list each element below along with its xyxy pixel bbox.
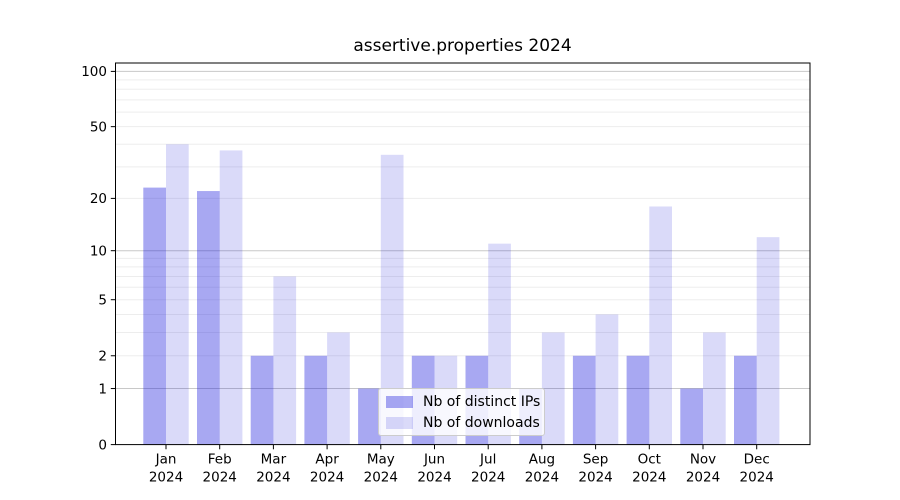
legend: Nb of distinct IPs Nb of downloads [378, 388, 545, 436]
x-tick-label-year-nov: 2024 [686, 470, 720, 486]
bar-downloads-feb [219, 150, 243, 445]
bar-distinct-ips-oct [626, 355, 650, 445]
x-tick-label-month-jun: Jun [423, 452, 445, 468]
y-tick-label-20: 20 [90, 191, 107, 207]
bar-distinct-ips-jan [143, 187, 166, 445]
x-tick-label-year-apr: 2024 [310, 470, 344, 486]
x-tick-label-year-oct: 2024 [632, 470, 666, 486]
bar-downloads-dec [756, 237, 780, 445]
x-tick-label-month-dec: Dec [744, 452, 770, 468]
x-tick-label-month-may: May [367, 452, 395, 468]
bar-distinct-ips-apr [304, 355, 328, 445]
legend-swatch-downloads [386, 416, 413, 429]
x-tick-label-year-feb: 2024 [203, 470, 237, 486]
x-tick-label-year-jul: 2024 [471, 470, 505, 486]
x-tick-label-month-oct: Oct [638, 452, 661, 468]
y-tick-label-5: 5 [98, 293, 107, 309]
bar-downloads-sep [595, 314, 619, 445]
x-tick-label-month-nov: Nov [690, 452, 716, 468]
bar-distinct-ips-dec [734, 355, 757, 445]
x-tick-label-month-jul: Jul [479, 452, 496, 468]
y-tick-label-2: 2 [98, 349, 107, 365]
x-tick-label-month-feb: Feb [208, 452, 232, 468]
x-tick-label-year-mar: 2024 [256, 470, 290, 486]
plot-border [115, 62, 811, 446]
legend-label-downloads: Nb of downloads [423, 414, 540, 431]
x-tick-label-month-jan: Jan [155, 452, 177, 468]
y-tick-label-50: 50 [90, 119, 107, 135]
x-tick-label-month-sep: Sep [583, 452, 608, 468]
x-tick-label-year-sep: 2024 [578, 470, 612, 486]
y-tick-label-0: 0 [98, 437, 107, 453]
x-tick-label-year-jan: 2024 [149, 470, 183, 486]
x-tick-label-year-may: 2024 [364, 470, 398, 486]
bar-downloads-may [380, 154, 404, 445]
bar-distinct-ips-feb [197, 191, 220, 445]
x-tick-label-month-apr: Apr [315, 452, 339, 468]
bar-distinct-ips-mar [250, 355, 274, 445]
bar-distinct-ips-may [358, 388, 381, 445]
bar-downloads-jan [166, 144, 189, 445]
bar-downloads-apr [327, 332, 350, 445]
x-tick-label-year-jun: 2024 [417, 470, 451, 486]
bar-distinct-ips-sep [572, 355, 596, 445]
y-tick-label-10: 10 [90, 243, 107, 259]
y-tick-label-100: 100 [81, 64, 107, 80]
legend-label-distinct-ips: Nb of distinct IPs [423, 393, 541, 410]
x-tick-label-year-dec: 2024 [740, 470, 774, 486]
chart-title: assertive.properties 2024 [353, 36, 572, 56]
legend-swatch-distinct-ips [386, 395, 413, 408]
x-tick-label-month-mar: Mar [261, 452, 287, 468]
bar-distinct-ips-nov [680, 388, 703, 445]
bar-downloads-mar [273, 276, 297, 445]
legend-item-distinct-ips: Nb of distinct IPs [379, 391, 544, 412]
legend-item-downloads: Nb of downloads [379, 412, 544, 433]
bar-downloads-oct [649, 206, 672, 445]
x-tick-label-year-aug: 2024 [525, 470, 559, 486]
bar-downloads-nov [703, 332, 726, 445]
y-tick-label-1: 1 [98, 381, 107, 397]
x-tick-label-month-aug: Aug [529, 452, 555, 468]
bar-downloads-aug [541, 332, 565, 445]
